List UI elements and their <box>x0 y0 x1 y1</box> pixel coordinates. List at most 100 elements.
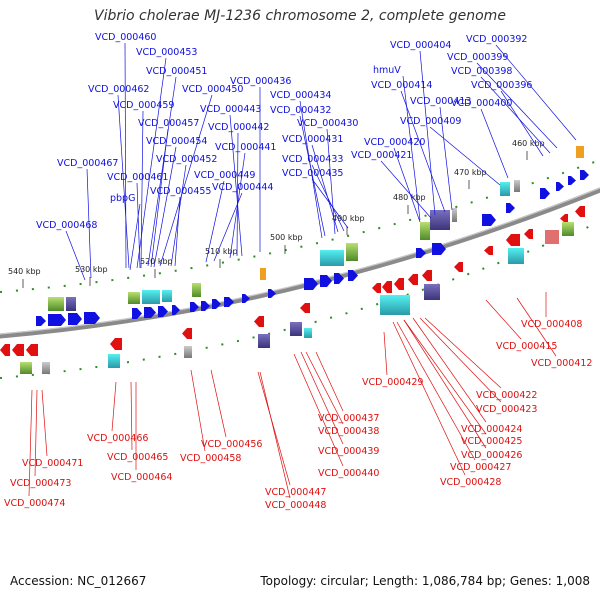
forward-gene-arrow <box>201 301 210 311</box>
forward-gene-label: VCD_000431 <box>282 134 343 145</box>
reverse-gene-arrow <box>524 229 533 239</box>
forward-leader-line <box>429 126 501 186</box>
forward-gene-label: VCD_000461 <box>107 172 168 183</box>
forward-gene-label: VCD_000451 <box>146 66 207 77</box>
reverse-leader-line <box>293 353 344 467</box>
reverse-feature-block <box>562 222 574 236</box>
forward-gene-label: VCD_000430 <box>297 118 358 129</box>
reverse-leader-line <box>383 331 388 376</box>
forward-gene-label: VCD_000452 <box>156 154 217 165</box>
forward-leader-line <box>402 75 421 221</box>
forward-feature-block <box>576 146 584 158</box>
forward-feature-block <box>514 180 520 192</box>
forward-gene-label: VCD_000400 <box>451 98 512 109</box>
reverse-gene-label: VCD_000447 <box>265 487 326 498</box>
forward-leader-line <box>159 94 213 267</box>
forward-gene-label: pbpG <box>110 193 135 204</box>
reverse-leader-line <box>396 321 476 461</box>
reverse-feature-block <box>42 362 50 374</box>
reverse-leader-line <box>28 389 33 497</box>
forward-leader-line <box>419 50 436 216</box>
reverse-leader-line <box>210 369 227 438</box>
reverse-gene-label: VCD_000439 <box>318 446 379 457</box>
reverse-leader-line <box>41 389 48 457</box>
forward-gene-label: VCD_000443 <box>200 104 261 115</box>
forward-gene-label: VCD_000398 <box>451 66 512 77</box>
reverse-gene-arrow <box>454 262 463 272</box>
forward-leader-line <box>136 182 141 269</box>
reverse-leader-line <box>315 351 344 412</box>
reverse-gene-arrow <box>26 344 38 356</box>
forward-leader-line <box>205 180 225 263</box>
reverse-feature-block <box>304 328 312 338</box>
forward-gene-arrow <box>224 297 234 307</box>
reverse-leader-line <box>259 371 291 499</box>
reverse-gene-label: VCD_000471 <box>22 458 83 469</box>
reverse-gene-arrow <box>0 344 10 356</box>
forward-gene-label: VCD_000434 <box>270 90 331 101</box>
chromosome-backbone-highlight <box>0 187 600 335</box>
reverse-gene-label: VCD_000437 <box>318 413 379 424</box>
reverse-gene-label: VCD_000458 <box>180 453 241 464</box>
forward-feature-block <box>430 210 450 230</box>
forward-feature-block <box>452 208 457 222</box>
reverse-feature-block <box>20 362 32 374</box>
forward-gene-arrow <box>158 306 168 317</box>
reverse-gene-arrow <box>372 283 381 293</box>
reverse-gene-label: VCD_000464 <box>111 472 172 483</box>
reverse-gene-label: VCD_000473 <box>10 478 71 489</box>
forward-gene-arrow <box>334 273 344 284</box>
kbp-tick-label: 480 kbp <box>393 193 426 202</box>
forward-feature-block <box>192 283 201 297</box>
forward-leader-line <box>124 42 127 269</box>
reverse-gene-label: VCD_000474 <box>4 498 65 509</box>
forward-feature-block <box>142 290 160 304</box>
forward-gene-label: VCD_000396 <box>471 80 532 91</box>
chromosome-backbone <box>0 187 600 339</box>
forward-leader-line <box>117 94 130 269</box>
reverse-gene-label: VCD_000456 <box>201 439 262 450</box>
forward-feature-block <box>162 290 172 302</box>
forward-gene-label: VCD_000453 <box>136 47 197 58</box>
reverse-leader-line <box>34 389 38 477</box>
reverse-leader-line <box>111 381 117 432</box>
reverse-gene-arrow <box>394 278 404 290</box>
reverse-feature-block <box>108 354 120 368</box>
reverse-gene-arrow <box>506 234 520 246</box>
forward-gene-label: VCD_000450 <box>182 84 243 95</box>
forward-leader-line <box>311 144 339 233</box>
forward-leader-line <box>153 146 177 268</box>
reverse-leader-line <box>412 317 487 423</box>
reverse-gene-label: VCD_000440 <box>318 468 379 479</box>
accession-text: Accession: NC_012667 <box>10 574 147 588</box>
reverse-gene-arrow <box>182 328 192 339</box>
forward-leader-line <box>495 44 577 141</box>
forward-gene-label: hmuV <box>373 65 401 76</box>
forward-leader-line <box>480 108 509 179</box>
forward-leader-line <box>299 115 326 237</box>
reverse-gene-arrow <box>422 270 432 281</box>
forward-gene-label: VCD_000462 <box>88 84 149 95</box>
reverse-gene-arrow <box>110 338 122 350</box>
forward-gene-label: VCD_000455 <box>150 186 211 197</box>
forward-feature-block <box>346 243 358 261</box>
reverse-leader-line <box>485 299 522 340</box>
forward-gene-label: VCD_000414 <box>371 80 432 91</box>
reverse-feature-block <box>380 295 410 315</box>
forward-gene-label: VCD_000432 <box>270 105 331 116</box>
forward-gene-arrow <box>580 170 589 180</box>
reverse-leader-line <box>392 321 466 476</box>
feature-group <box>0 146 589 374</box>
forward-gene-arrow <box>540 188 550 199</box>
forward-leader-line <box>136 57 167 269</box>
reverse-gene-arrow <box>254 316 264 327</box>
forward-leader-line <box>236 132 239 257</box>
forward-feature-block <box>66 297 76 311</box>
forward-gene-label: VCD_000435 <box>282 168 343 179</box>
forward-feature-block <box>260 268 266 280</box>
reverse-gene-arrow <box>300 303 310 313</box>
reverse-gene-label: VCD_000412 <box>531 358 592 369</box>
forward-gene-arrow <box>68 313 82 325</box>
forward-leader-line <box>311 164 345 232</box>
